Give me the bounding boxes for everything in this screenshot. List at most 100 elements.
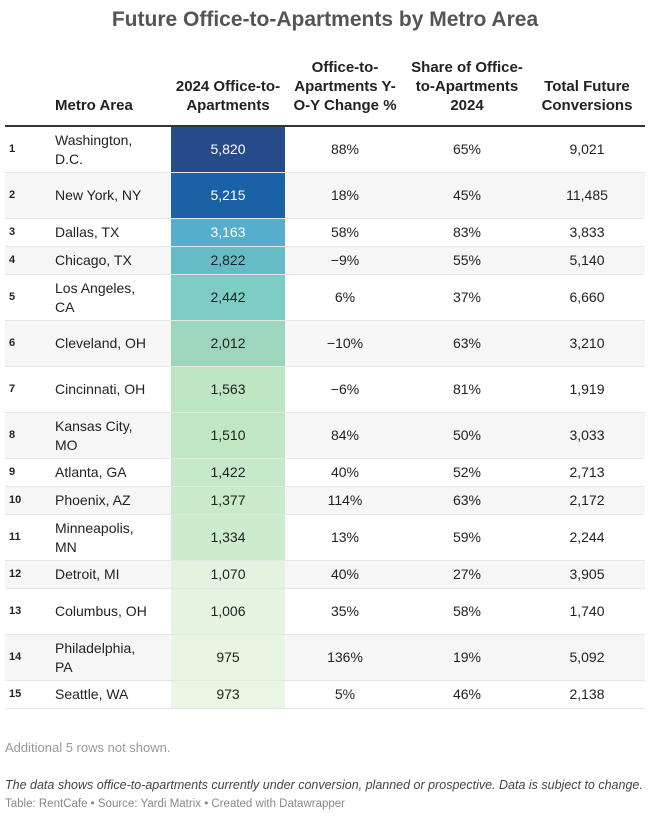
rank-cell: 5 <box>5 274 55 321</box>
apartments-cell: 1,422 <box>171 458 285 487</box>
total-cell: 2,172 <box>529 486 645 515</box>
share-cell: 63% <box>405 320 529 367</box>
metro-cell: Philadelphia, PA <box>55 634 171 681</box>
yoy-cell: −9% <box>285 246 405 275</box>
share-cell: 19% <box>405 634 529 681</box>
yoy-cell: 40% <box>285 560 405 589</box>
metro-cell: Washington, D.C. <box>55 126 171 173</box>
apartments-cell: 975 <box>171 634 285 681</box>
rank-cell: 14 <box>5 634 55 681</box>
table-row: 4 Chicago, TX 2,822 −9% 55% 5,140 <box>5 246 645 275</box>
share-cell: 83% <box>405 218 529 247</box>
data-table: Metro Area 2024 Office-to-Apartments Off… <box>5 58 645 709</box>
yoy-cell: −6% <box>285 366 405 413</box>
total-cell: 3,210 <box>529 320 645 367</box>
rank-cell: 9 <box>5 458 55 487</box>
table-row: 11 Minneapolis, MN 1,334 13% 59% 2,244 <box>5 514 645 561</box>
table-row: 10 Phoenix, AZ 1,377 114% 63% 2,172 <box>5 486 645 515</box>
table-row: 12 Detroit, MI 1,070 40% 27% 3,905 <box>5 560 645 589</box>
total-cell: 3,833 <box>529 218 645 247</box>
apartments-cell: 2,822 <box>171 246 285 275</box>
table-row: 3 Dallas, TX 3,163 58% 83% 3,833 <box>5 218 645 247</box>
total-cell: 1,740 <box>529 588 645 635</box>
yoy-cell: 88% <box>285 126 405 173</box>
rank-cell: 12 <box>5 560 55 589</box>
source-line: Table: RentCafe • Source: Yardi Matrix •… <box>5 798 346 810</box>
share-cell: 46% <box>405 680 529 709</box>
col-header-metro[interactable]: Metro Area <box>55 58 171 127</box>
apartments-cell: 3,163 <box>171 218 285 247</box>
yoy-cell: 13% <box>285 514 405 561</box>
metro-cell: Columbus, OH <box>55 588 171 635</box>
rank-cell: 8 <box>5 412 55 459</box>
apartments-cell: 1,377 <box>171 486 285 515</box>
metro-cell: New York, NY <box>55 172 171 219</box>
col-header-rank[interactable] <box>5 58 55 127</box>
rank-cell: 2 <box>5 172 55 219</box>
share-cell: 63% <box>405 486 529 515</box>
rank-cell: 3 <box>5 218 55 247</box>
rank-cell: 10 <box>5 486 55 515</box>
share-cell: 37% <box>405 274 529 321</box>
yoy-cell: 18% <box>285 172 405 219</box>
total-cell: 11,485 <box>529 172 645 219</box>
table-row: 1 Washington, D.C. 5,820 88% 65% 9,021 <box>5 126 645 173</box>
metro-cell: Seattle, WA <box>55 680 171 709</box>
apartments-cell: 1,563 <box>171 366 285 413</box>
share-cell: 52% <box>405 458 529 487</box>
rows-hidden-note: Additional 5 rows not shown. <box>5 740 171 755</box>
metro-cell: Los Angeles, CA <box>55 274 171 321</box>
rank-cell: 6 <box>5 320 55 367</box>
metro-cell: Chicago, TX <box>55 246 171 275</box>
table-row: 2 New York, NY 5,215 18% 45% 11,485 <box>5 172 645 219</box>
yoy-cell: −10% <box>285 320 405 367</box>
rank-cell: 7 <box>5 366 55 413</box>
total-cell: 3,033 <box>529 412 645 459</box>
table-row: 9 Atlanta, GA 1,422 40% 52% 2,713 <box>5 458 645 487</box>
share-cell: 45% <box>405 172 529 219</box>
col-header-share[interactable]: Share of Office-to-Apartments 2024 <box>405 58 529 127</box>
apartments-cell: 1,510 <box>171 412 285 459</box>
share-cell: 55% <box>405 246 529 275</box>
rank-cell: 13 <box>5 588 55 635</box>
rank-cell: 15 <box>5 680 55 709</box>
share-cell: 65% <box>405 126 529 173</box>
col-header-total[interactable]: Total Future Conversions <box>529 58 645 127</box>
description: The data shows office-to-apartments curr… <box>5 778 643 792</box>
share-cell: 27% <box>405 560 529 589</box>
metro-cell: Detroit, MI <box>55 560 171 589</box>
metro-cell: Atlanta, GA <box>55 458 171 487</box>
apartments-cell: 973 <box>171 680 285 709</box>
apartments-cell: 5,215 <box>171 172 285 219</box>
metro-cell: Cleveland, OH <box>55 320 171 367</box>
table-row: 6 Cleveland, OH 2,012 −10% 63% 3,210 <box>5 320 645 367</box>
apartments-cell: 5,820 <box>171 126 285 173</box>
table-title: Future Office-to-Apartments by Metro Are… <box>111 8 539 31</box>
apartments-cell: 1,334 <box>171 514 285 561</box>
total-cell: 2,244 <box>529 514 645 561</box>
yoy-cell: 84% <box>285 412 405 459</box>
col-header-apartments[interactable]: 2024 Office-to-Apartments <box>171 58 285 127</box>
yoy-cell: 58% <box>285 218 405 247</box>
total-cell: 2,138 <box>529 680 645 709</box>
share-cell: 50% <box>405 412 529 459</box>
total-cell: 2,713 <box>529 458 645 487</box>
metro-cell: Minneapolis, MN <box>55 514 171 561</box>
total-cell: 5,092 <box>529 634 645 681</box>
apartments-cell: 1,006 <box>171 588 285 635</box>
yoy-cell: 40% <box>285 458 405 487</box>
total-cell: 1,919 <box>529 366 645 413</box>
col-header-yoy[interactable]: Office-to-Apartments Y-O-Y Change % <box>285 58 405 127</box>
total-cell: 6,660 <box>529 274 645 321</box>
yoy-cell: 5% <box>285 680 405 709</box>
metro-cell: Dallas, TX <box>55 218 171 247</box>
rank-cell: 1 <box>5 126 55 173</box>
table-row: 7 Cincinnati, OH 1,563 −6% 81% 1,919 <box>5 366 645 413</box>
apartments-cell: 2,012 <box>171 320 285 367</box>
metro-cell: Kansas City, MO <box>55 412 171 459</box>
table-row: 15 Seattle, WA 973 5% 46% 2,138 <box>5 680 645 709</box>
yoy-cell: 6% <box>285 274 405 321</box>
metro-cell: Cincinnati, OH <box>55 366 171 413</box>
rank-cell: 11 <box>5 514 55 561</box>
yoy-cell: 136% <box>285 634 405 681</box>
